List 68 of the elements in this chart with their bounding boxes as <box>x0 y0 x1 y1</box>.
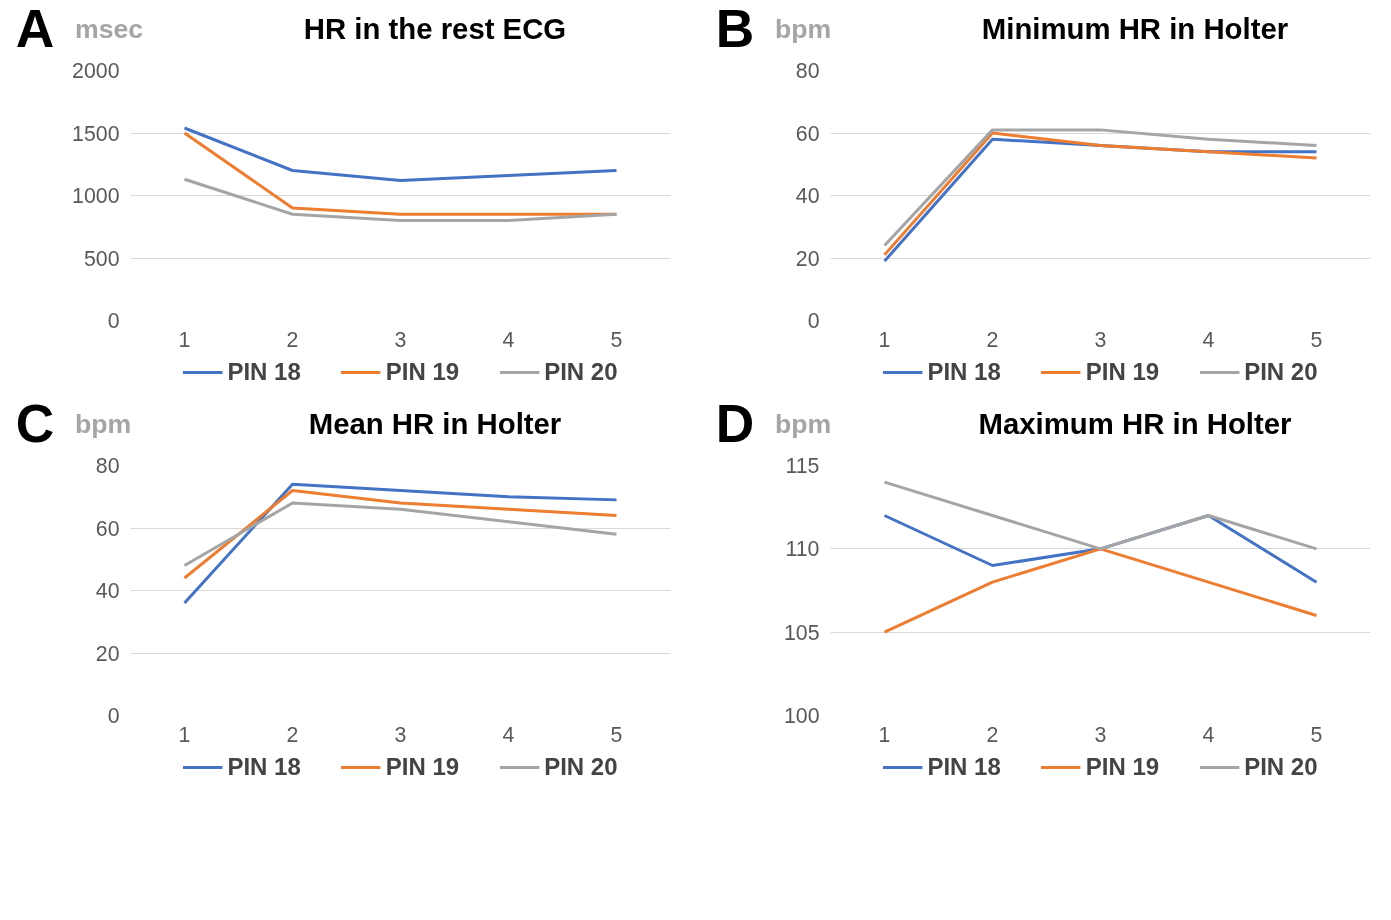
text: D <box>715 394 755 453</box>
line-series <box>183 501 618 567</box>
y-tick-label: 100 <box>783 704 820 728</box>
x-tick-label: 3 <box>394 327 407 352</box>
x-tick-label: 5 <box>1310 327 1323 352</box>
legend-label: PIN 19 <box>1085 753 1160 781</box>
x-tick-label: 4 <box>502 327 515 352</box>
x-tick-label: 2 <box>286 722 299 747</box>
x-tick-label: 3 <box>1094 327 1107 352</box>
x-tick-label: 2 <box>986 722 999 747</box>
y-axis-title: bpm <box>75 408 132 441</box>
y-axis-title: bpm <box>775 13 832 46</box>
legend-label: PIN 20 <box>1244 753 1318 781</box>
text: B <box>715 0 755 58</box>
x-tick-label: 4 <box>1202 327 1215 352</box>
chart-title: Mean HR in Holter <box>308 406 562 442</box>
y-tick-label: 500 <box>83 246 120 271</box>
x-tick-label: 4 <box>502 722 515 747</box>
legend-label: PIN 19 <box>1085 358 1160 386</box>
x-tick-label: 3 <box>1094 722 1107 747</box>
legend-label: PIN 20 <box>544 358 618 386</box>
y-tick-label: 20 <box>95 641 120 666</box>
legend-label: PIN 19 <box>385 753 460 781</box>
y-tick-label: 110 <box>785 537 820 562</box>
chart-title: HR in the rest ECG <box>303 11 567 47</box>
y-tick-label: 80 <box>795 59 820 83</box>
x-tick-label: 2 <box>986 327 999 352</box>
x-tick-label: 5 <box>1310 722 1323 747</box>
y-tick-label: 60 <box>95 516 120 541</box>
y-tick-label: 0 <box>107 309 120 333</box>
x-tick-label: 4 <box>1202 722 1215 747</box>
x-tick-label: 5 <box>610 327 623 352</box>
y-tick-label: 1500 <box>72 121 120 146</box>
x-tick-label: 1 <box>178 722 191 747</box>
legend-label: PIN 18 <box>227 358 301 386</box>
y-axis-title: msec <box>75 13 144 46</box>
y-axis-title: bpm <box>775 408 832 441</box>
chart-title: Maximum HR in Holter <box>978 406 1292 442</box>
y-tick-label: 0 <box>107 704 120 728</box>
x-tick-label: 5 <box>610 722 623 747</box>
y-tick-label: 20 <box>795 246 820 271</box>
x-tick-label: 1 <box>878 722 891 747</box>
line-series <box>183 489 618 580</box>
y-tick-label: 80 <box>95 454 120 478</box>
y-tick-label: 1000 <box>72 184 120 208</box>
text: A <box>15 0 55 58</box>
line-series <box>183 126 618 182</box>
y-tick-label: 40 <box>795 184 820 208</box>
chart-title: Minimum HR in Holter <box>981 11 1289 47</box>
legend-label: PIN 20 <box>1244 358 1318 386</box>
legend-label: PIN 20 <box>544 753 618 781</box>
y-tick-label: 40 <box>95 579 120 603</box>
legend-label: PIN 18 <box>227 753 301 781</box>
x-tick-label: 1 <box>878 327 891 352</box>
y-tick-label: 0 <box>807 309 820 333</box>
line-series <box>183 482 618 605</box>
legend-label: PIN 18 <box>927 358 1001 386</box>
x-tick-label: 3 <box>394 722 407 747</box>
text: C <box>15 394 55 453</box>
line-series <box>883 547 1318 634</box>
legend-label: PIN 18 <box>927 753 1001 781</box>
y-tick-label: 60 <box>795 121 820 146</box>
y-tick-label: 105 <box>783 620 820 645</box>
x-tick-label: 1 <box>178 327 191 352</box>
legend-label: PIN 19 <box>385 358 460 386</box>
y-tick-label: 2000 <box>72 59 120 83</box>
y-tick-label: 115 <box>785 454 820 478</box>
x-tick-label: 2 <box>286 327 299 352</box>
